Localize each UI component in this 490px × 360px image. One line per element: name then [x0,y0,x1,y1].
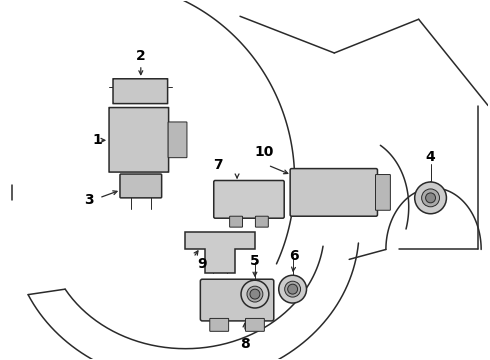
FancyBboxPatch shape [230,216,243,227]
Circle shape [279,275,307,303]
Text: 10: 10 [254,145,273,159]
Text: 4: 4 [426,150,436,164]
Text: 3: 3 [84,193,94,207]
FancyBboxPatch shape [200,279,274,321]
FancyBboxPatch shape [210,319,229,331]
Text: 6: 6 [289,249,298,264]
FancyBboxPatch shape [168,122,187,158]
Text: 7: 7 [214,158,223,172]
Text: 9: 9 [197,257,207,271]
Polygon shape [185,231,255,273]
FancyBboxPatch shape [120,174,162,198]
FancyBboxPatch shape [255,216,269,227]
FancyBboxPatch shape [214,180,284,218]
Circle shape [247,286,263,302]
FancyBboxPatch shape [113,79,168,104]
Circle shape [421,189,440,207]
FancyBboxPatch shape [290,168,377,216]
Circle shape [288,284,297,294]
Circle shape [285,281,300,297]
Text: 2: 2 [136,49,146,63]
Circle shape [241,280,269,308]
Text: 5: 5 [250,255,260,268]
FancyBboxPatch shape [109,108,169,172]
Circle shape [415,182,446,214]
Circle shape [250,289,260,299]
FancyBboxPatch shape [375,175,391,210]
Text: 8: 8 [240,337,250,351]
Circle shape [426,193,436,203]
Text: 1: 1 [92,133,102,147]
FancyBboxPatch shape [245,319,264,331]
